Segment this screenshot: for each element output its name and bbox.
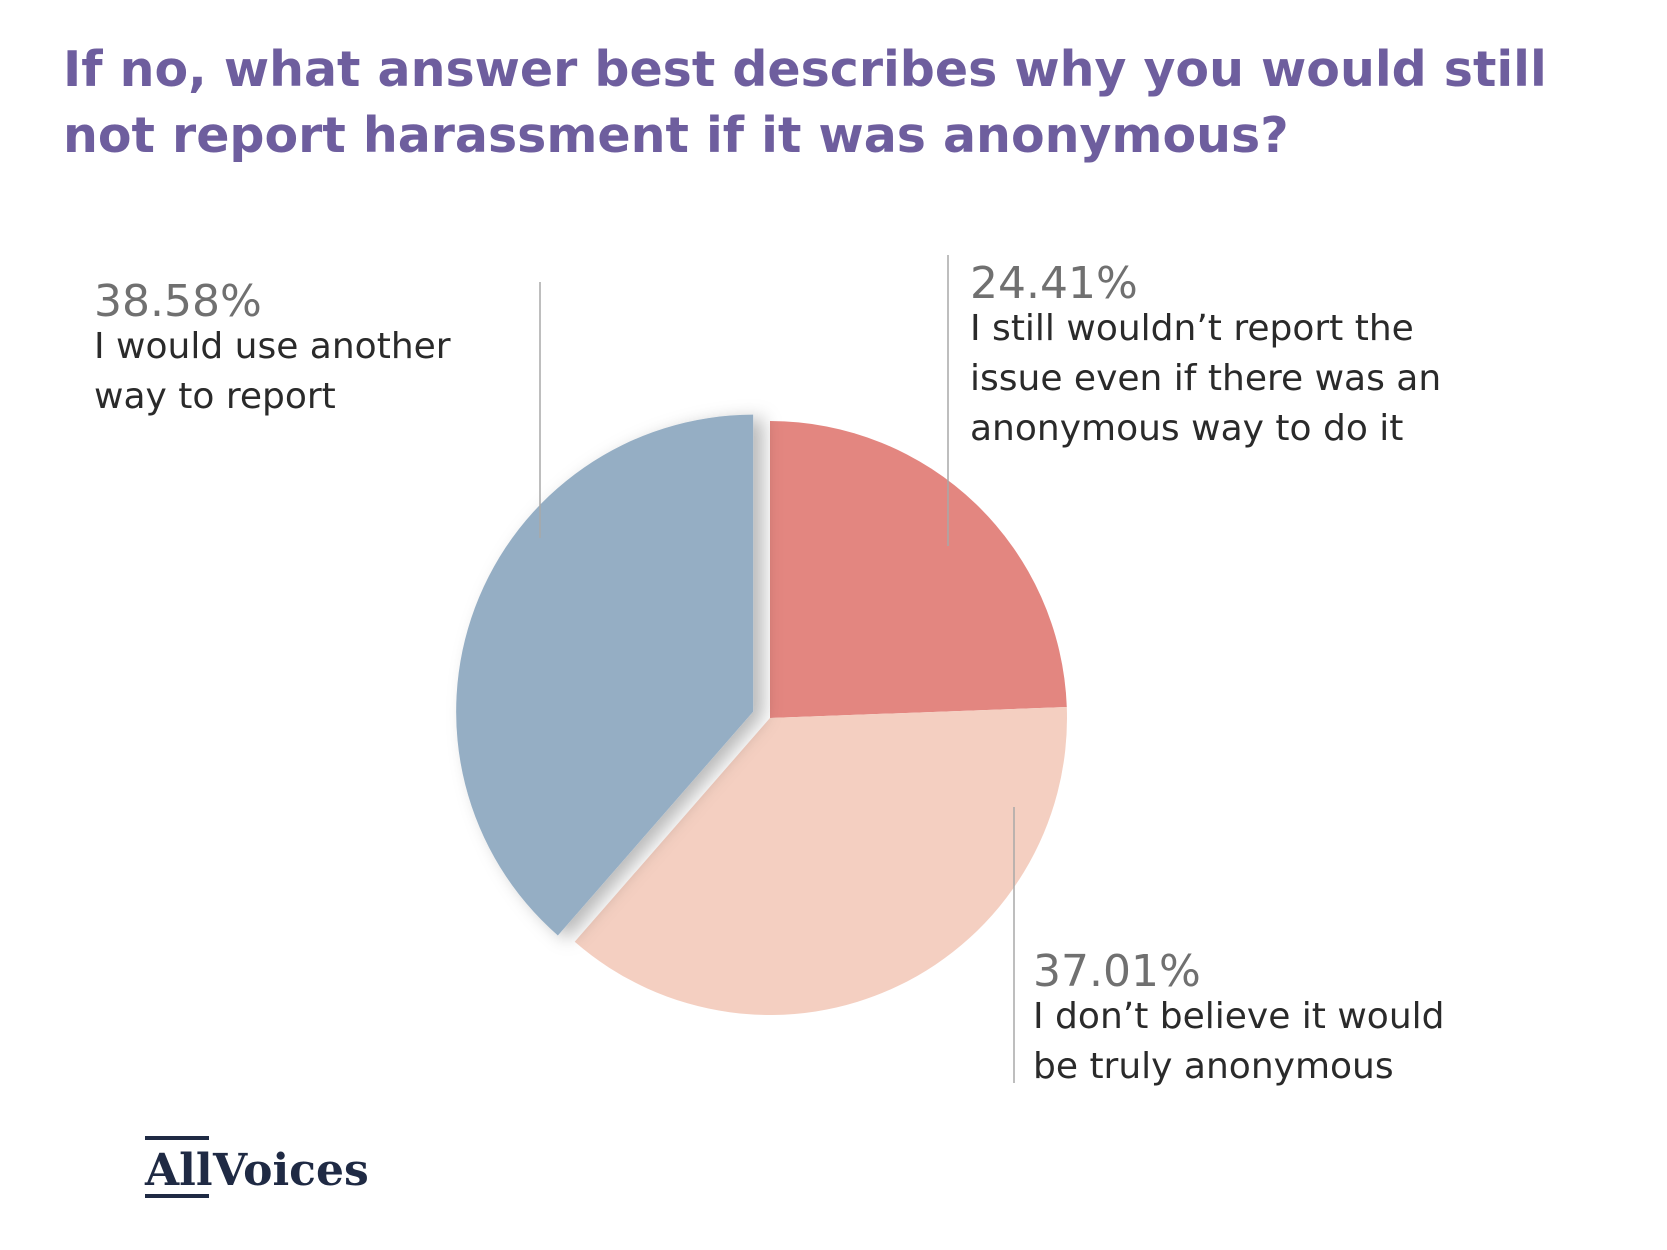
slice-label-still-wouldnt-report-line-1: I still wouldn’t report the (970, 308, 1414, 349)
logo-text-voices: Voices (212, 1145, 369, 1196)
pie-slice-still-wouldnt-report (770, 421, 1067, 718)
slice-label-use-another-way-line-2: way to report (94, 376, 336, 417)
allvoices-logo: All Voices (144, 1136, 369, 1198)
pie-slice-use-another-way (456, 414, 754, 936)
slice-label-still-wouldnt-report-line-2: issue even if there was an (970, 358, 1441, 399)
chart-title-line-1: If no, what answer best describes why yo… (63, 41, 1547, 98)
logo-text-all: All (144, 1145, 213, 1196)
pct-label-still-wouldnt-report: 24.41% (970, 258, 1138, 309)
slice-label-still-wouldnt-report-line-3: anonymous way to do it (970, 408, 1403, 449)
pct-label-use-another-way: 38.58% (94, 276, 262, 327)
slice-label-use-another-way-line-1: I would use another (94, 326, 451, 367)
slice-label-not-truly-anonymous-line-2: be truly anonymous (1033, 1046, 1394, 1087)
slice-label-not-truly-anonymous-line-1: I don’t believe it would (1033, 996, 1445, 1037)
pct-label-not-truly-anonymous: 37.01% (1033, 946, 1201, 997)
pie-slices (456, 414, 1067, 1015)
chart-title-line-2: not report harassment if it was anonymou… (63, 107, 1289, 164)
pie-slice-not-truly-anonymous (574, 706, 1067, 1015)
